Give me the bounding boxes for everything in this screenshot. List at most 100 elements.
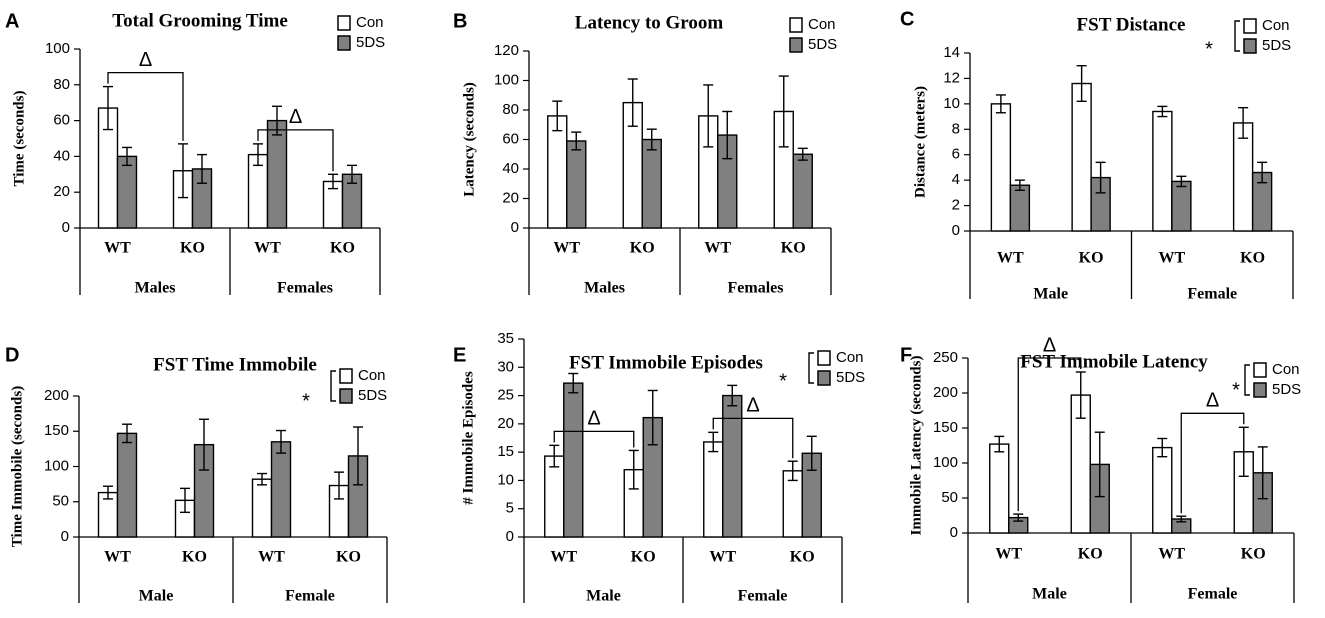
y-tick-label: 0 [511,219,519,236]
x-tick-label: KO [1240,250,1265,267]
x-tick-label: WT [995,546,1022,563]
significance-asterisk: * [1232,379,1240,401]
legend-label: Con [356,14,384,31]
group-label: Males [135,280,176,297]
y-tick-label: 60 [53,112,70,129]
y-tick-label: 120 [494,42,519,59]
y-tick-label: 50 [941,489,958,506]
delta-label: Δ [1043,334,1056,356]
panel-letter: E [453,344,466,366]
delta-label: Δ [1206,390,1219,412]
delta-bracket [257,129,334,172]
y-tick-label: 8 [952,120,960,137]
chart-panel-e: E FST Immobile Episodes # Immobile Episode… [453,330,865,605]
legend-label: 5DS [808,36,837,53]
legend: Con 5DS * [1205,17,1291,60]
x-tick-label: WT [553,240,580,257]
bar-5ds-wt-2 [270,441,292,538]
bar-con-ko-1 [1071,82,1092,232]
bar-5ds-wt-0 [1009,184,1031,232]
legend-swatch-con [1243,18,1257,34]
x-tick-label: WT [1159,250,1186,267]
legend-label: Con [808,16,836,33]
legend-label: Con [358,367,386,384]
group-label: Male [1032,586,1067,603]
y-tick-label: 14 [943,44,960,61]
y-axis-label: Time (seconds) [11,91,27,187]
group-label: Female [738,588,788,605]
y-tick-label: 60 [502,130,519,147]
y-tick-label: 50 [52,493,69,510]
bar-con-wt-2 [251,478,273,538]
group-label: Females [728,280,784,297]
y-axis-label: Distance (meters) [912,86,928,198]
legend-swatch-5ds [339,388,353,404]
group-label: Male [1033,286,1068,303]
legend-swatch-con [337,15,351,31]
legend: Con 5DS * [1232,361,1301,401]
y-tick-label: 30 [497,358,514,375]
x-tick-label: KO [182,549,207,566]
bar-5ds-wt-0 [116,432,138,538]
legend-swatch-con [339,368,353,384]
group-label: Females [277,280,333,297]
legend-swatch-5ds [789,37,803,53]
group-label: Female [1188,586,1238,603]
x-tick-label: KO [1078,546,1103,563]
chart-panel-a: A Total Grooming Time Time (seconds) 0 20 40 6… [5,10,385,296]
bar-con-wt-0 [989,443,1010,534]
x-tick-label: WT [1158,546,1185,563]
legend-label: Con [1262,17,1290,34]
y-tick-label: 40 [502,160,519,177]
y-tick-label: 2 [952,197,960,214]
y-tick-label: 35 [497,330,514,347]
y-axis-label: Immobile Latency (seconds) [908,356,924,536]
group-label: Male [586,588,621,605]
legend-label: 5DS [356,34,385,51]
chart-title: FST Immobile Latency [1020,351,1208,372]
significance-asterisk: * [779,370,787,392]
legend-label: Con [836,349,864,366]
legend-swatch-5ds [337,35,351,51]
legend-swatch-con [1253,362,1267,378]
x-tick-label: KO [790,549,815,566]
y-tick-label: 15 [497,443,514,460]
x-tick-label: KO [1079,250,1104,267]
legend-label: 5DS [1262,37,1291,54]
y-tick-label: 4 [952,171,960,188]
y-tick-label: 150 [933,419,958,436]
chart-title: Total Grooming Time [112,10,288,31]
bar-5ds-ko-3 [792,153,813,229]
y-tick-label: 0 [62,219,70,236]
y-tick-label: 40 [53,147,70,164]
delta-label: Δ [587,408,600,430]
y-tick-label: 12 [943,69,960,86]
legend-bracket [1234,20,1240,52]
panel-letter: B [453,10,467,32]
y-tick-label: 0 [61,528,69,545]
delta-label: Δ [289,106,302,128]
bar-con-wt-0 [990,103,1012,232]
bar-con-wt-0 [544,455,565,538]
chart-panel-c: C FST Distance Distance (meters) 0 2 4 6 8 10 12 1… [900,8,1294,303]
y-tick-label: 0 [952,222,960,239]
y-tick-label: 20 [502,189,519,206]
y-tick-label: 100 [494,71,519,88]
chart-panel-d: D FST Time Immobile Time Immobile (seconds… [5,344,388,605]
y-tick-label: 150 [44,422,69,439]
x-tick-label: WT [254,240,281,257]
panel-letter: F [900,344,912,366]
x-tick-label: WT [258,549,285,566]
bar-5ds-wt-0 [566,140,587,229]
y-tick-label: 20 [497,415,514,432]
delta-bracket [1017,357,1082,512]
bar-5ds-wt-2 [1171,180,1192,232]
delta-bracket [712,417,794,459]
significance-asterisk: * [302,390,310,412]
legend: Con 5DS [789,16,837,53]
y-tick-label: 6 [952,146,960,163]
x-tick-label: WT [104,549,131,566]
y-tick-label: 20 [53,183,70,200]
y-tick-label: 100 [45,40,70,57]
legend-label: 5DS [836,369,865,386]
